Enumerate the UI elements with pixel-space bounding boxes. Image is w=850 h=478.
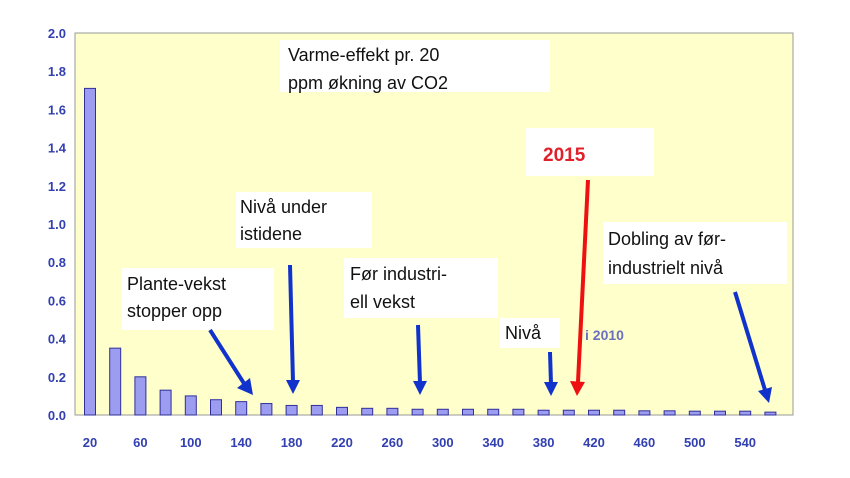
bar bbox=[109, 347, 122, 416]
chart-title-line-1: Varme-effekt pr. 20 bbox=[288, 45, 439, 65]
y-tick-label: 1.2 bbox=[48, 179, 66, 194]
bar bbox=[210, 399, 222, 416]
annotation-doubling-line-1: Dobling av før- bbox=[608, 229, 726, 249]
y-tick-label: 1.0 bbox=[48, 217, 66, 232]
annotation-plant-line-2: stopper opp bbox=[127, 301, 222, 321]
x-tick-label: 100 bbox=[180, 435, 202, 450]
y-axis: 0.0 0.2 0.4 0.6 0.8 1.0 1.2 1.4 1.6 1.8 2.0 bbox=[48, 26, 67, 423]
bar bbox=[159, 389, 172, 416]
bar bbox=[688, 410, 701, 416]
arrow-ice-age bbox=[286, 264, 300, 394]
annotation-2015-label: 2015 bbox=[543, 145, 586, 166]
bar bbox=[588, 409, 600, 416]
annotation-ice-age-line-1: Nivå under bbox=[240, 197, 327, 217]
arrow-preindustrial bbox=[413, 324, 427, 395]
x-tick-label: 500 bbox=[684, 435, 706, 450]
x-tick-label: 300 bbox=[432, 435, 454, 450]
title-box bbox=[280, 40, 550, 92]
arrow-doubling bbox=[733, 291, 772, 403]
bar bbox=[537, 409, 550, 416]
bar bbox=[336, 406, 348, 416]
bar-series bbox=[84, 87, 777, 416]
bar bbox=[562, 409, 575, 416]
bar bbox=[134, 376, 147, 416]
annotation-doubling-line-2: industrielt nivå bbox=[608, 258, 724, 278]
annotation-box-2015 bbox=[526, 128, 654, 176]
bar bbox=[386, 407, 399, 416]
y-tick-label: 0.8 bbox=[48, 255, 66, 270]
x-tick-label: 260 bbox=[382, 435, 404, 450]
annotation-2010-label: Nivå bbox=[505, 323, 542, 343]
bar bbox=[512, 408, 525, 416]
bar bbox=[462, 408, 474, 416]
x-tick-label: 140 bbox=[230, 435, 252, 450]
x-axis: 20 60 100 140 180 220 260 300 340 380 420 460 500 540 bbox=[83, 435, 756, 450]
chart-title-line-2: ppm økning av CO2 bbox=[288, 73, 448, 93]
x-tick-label: 20 bbox=[83, 435, 97, 450]
annotation-box-preindustrial bbox=[344, 258, 498, 318]
x-tick-label: 380 bbox=[533, 435, 555, 450]
x-tick-label: 460 bbox=[634, 435, 656, 450]
bar bbox=[638, 410, 651, 416]
arrow-plant bbox=[208, 328, 253, 395]
bar bbox=[714, 410, 726, 416]
bar bbox=[235, 401, 248, 416]
annotation-box-2010 bbox=[500, 318, 560, 348]
x-tick-label: 180 bbox=[281, 435, 303, 450]
bar bbox=[285, 404, 298, 416]
y-tick-label: 0.4 bbox=[48, 332, 67, 347]
annotation-box-plant bbox=[122, 268, 274, 330]
bar bbox=[84, 87, 96, 416]
bar bbox=[411, 408, 424, 416]
x-tick-label: 340 bbox=[482, 435, 504, 450]
bar bbox=[184, 395, 197, 416]
bar bbox=[310, 404, 323, 416]
annotation-box-ice-age bbox=[236, 192, 372, 248]
annotation-preindustrial-line-1: Før industri- bbox=[350, 264, 447, 284]
annotation-ice-age-line-2: istidene bbox=[240, 224, 302, 244]
annotation-plant-line-1: Plante-vekst bbox=[127, 274, 226, 294]
bar bbox=[764, 411, 777, 416]
annotation-box-doubling bbox=[603, 222, 787, 284]
bar bbox=[487, 408, 500, 416]
x-tick-label: 60 bbox=[133, 435, 147, 450]
annotation-2010-year: i 2010 bbox=[585, 327, 624, 343]
y-tick-label: 0.6 bbox=[48, 293, 66, 308]
y-tick-label: 0.2 bbox=[48, 370, 66, 385]
arrow-2010 bbox=[544, 351, 558, 396]
y-tick-label: 1.4 bbox=[48, 141, 67, 156]
bar bbox=[613, 409, 626, 416]
annotation-preindustrial-line-2: ell vekst bbox=[350, 292, 415, 312]
bar bbox=[436, 408, 449, 416]
y-tick-label: 0.0 bbox=[48, 408, 66, 423]
bar bbox=[663, 410, 676, 416]
y-tick-label: 1.8 bbox=[48, 64, 66, 79]
x-tick-label: 420 bbox=[583, 435, 605, 450]
bar bbox=[739, 410, 752, 416]
arrow-2015 bbox=[570, 179, 590, 396]
y-tick-label: 1.6 bbox=[48, 102, 66, 117]
bar bbox=[260, 403, 273, 416]
x-tick-label: 540 bbox=[734, 435, 756, 450]
bar bbox=[361, 407, 374, 416]
x-tick-label: 220 bbox=[331, 435, 353, 450]
y-tick-label: 2.0 bbox=[48, 26, 66, 41]
